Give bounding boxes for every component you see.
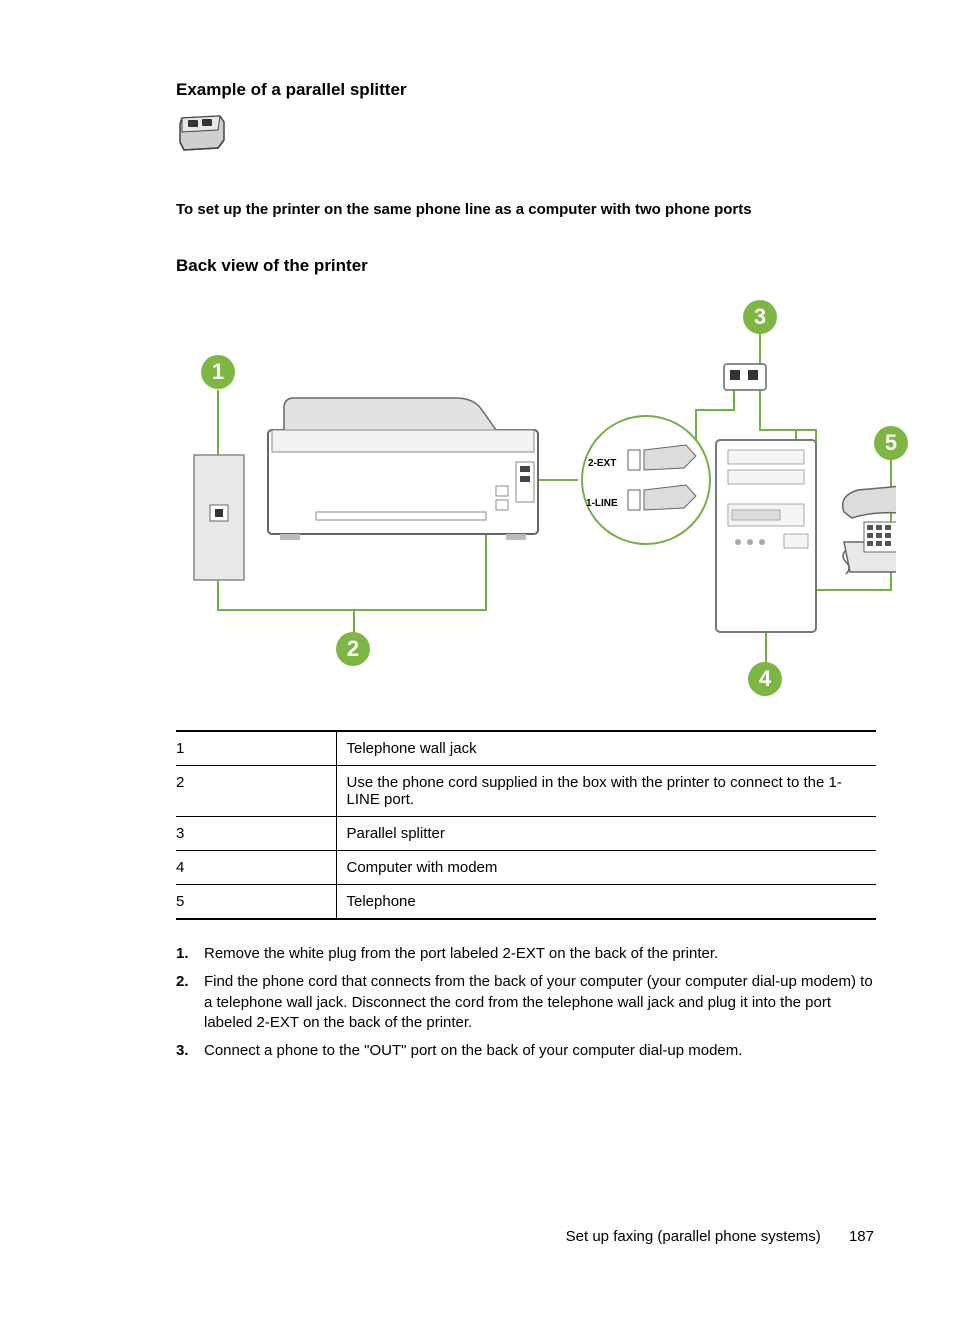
- port-label-2ext: 2-EXT: [588, 458, 616, 469]
- splitter-shape: [724, 364, 766, 390]
- legend-desc: Parallel splitter: [336, 817, 876, 851]
- list-item: 2. Find the phone cord that connects fro…: [176, 972, 874, 1033]
- table-row: 2 Use the phone cord supplied in the box…: [176, 766, 876, 817]
- legend-num: 4: [176, 851, 336, 885]
- list-item: 3. Connect a phone to the "OUT" port on …: [176, 1041, 874, 1061]
- legend-table: 1 Telephone wall jack 2 Use the phone co…: [176, 730, 876, 920]
- footer-section: Set up faxing (parallel phone systems): [566, 1228, 821, 1245]
- heading-back-view: Back view of the printer: [176, 256, 874, 276]
- heading-splitter-example: Example of a parallel splitter: [176, 80, 874, 100]
- callout-badge-2: 2: [336, 632, 370, 666]
- callout-badge-4: 4: [748, 662, 782, 696]
- step-number: 2.: [176, 972, 204, 1033]
- step-number: 3.: [176, 1041, 204, 1061]
- printer-shape: [268, 398, 538, 540]
- telephone-shape: [843, 486, 896, 574]
- table-row: 3 Parallel splitter: [176, 817, 876, 851]
- wall-jack-shape: [194, 455, 244, 580]
- port-label-1line: 1-LINE: [586, 498, 618, 509]
- callout-badge-5: 5: [874, 426, 908, 460]
- parallel-splitter-image: [176, 110, 874, 161]
- step-number: 1.: [176, 944, 204, 964]
- legend-num: 5: [176, 885, 336, 920]
- callout-badge-1: 1: [201, 355, 235, 389]
- table-row: 4 Computer with modem: [176, 851, 876, 885]
- step-text: Connect a phone to the "OUT" port on the…: [204, 1041, 874, 1061]
- printer-setup-diagram: 2-EXT 1-LINE 1 2 3 4 5: [176, 290, 896, 690]
- step-text: Find the phone cord that connects from t…: [204, 972, 874, 1033]
- list-item: 1. Remove the white plug from the port l…: [176, 944, 874, 964]
- legend-desc: Telephone wall jack: [336, 731, 876, 766]
- setup-steps-list: 1. Remove the white plug from the port l…: [176, 944, 874, 1061]
- legend-num: 3: [176, 817, 336, 851]
- footer-page-number: 187: [849, 1228, 874, 1245]
- legend-num: 2: [176, 766, 336, 817]
- page-footer: Set up faxing (parallel phone systems) 1…: [566, 1228, 874, 1245]
- callout-badge-3: 3: [743, 300, 777, 334]
- legend-desc: Telephone: [336, 885, 876, 920]
- legend-desc: Use the phone cord supplied in the box w…: [336, 766, 876, 817]
- step-text: Remove the white plug from the port labe…: [204, 944, 874, 964]
- legend-desc: Computer with modem: [336, 851, 876, 885]
- intro-text: To set up the printer on the same phone …: [176, 201, 874, 218]
- port-zoom-circle: [582, 416, 710, 544]
- computer-shape: [716, 440, 816, 632]
- legend-num: 1: [176, 731, 336, 766]
- table-row: 1 Telephone wall jack: [176, 731, 876, 766]
- table-row: 5 Telephone: [176, 885, 876, 920]
